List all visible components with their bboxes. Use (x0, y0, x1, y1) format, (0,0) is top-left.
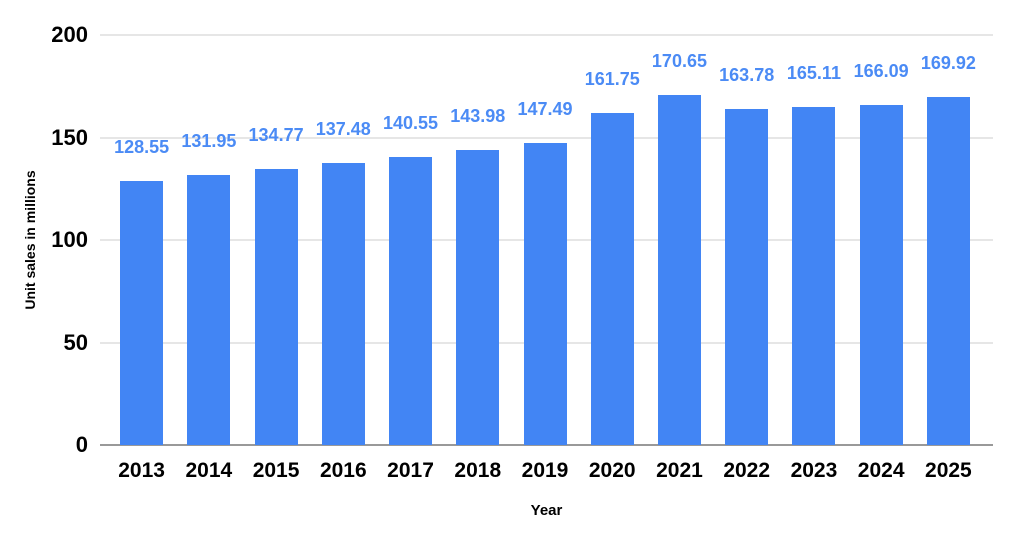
x-tick-label: 2025 (925, 459, 972, 482)
bar-2021 (657, 95, 701, 445)
bar-value-label: 165.11 (786, 62, 841, 83)
bar-2015 (254, 168, 298, 445)
x-tick-label: 2015 (252, 459, 300, 482)
bar-value-label: 163.78 (719, 65, 775, 86)
x-tick-label: 2021 (656, 459, 703, 482)
x-tick-label: 2022 (723, 459, 771, 482)
bar-value-label: 140.55 (383, 112, 439, 133)
bar-value-label: 134.77 (248, 124, 304, 145)
x-tick-label: 2023 (790, 459, 838, 482)
y-tick-label: 50 (63, 329, 88, 355)
y-tick-label: 150 (51, 124, 88, 150)
y-gridline (100, 136, 993, 139)
bar-2023 (792, 106, 836, 445)
bar-2022 (725, 109, 769, 445)
y-tick-label: 100 (51, 227, 88, 252)
x-axis-title: Year (530, 502, 563, 519)
bar-2017 (389, 156, 433, 445)
x-axis-baseline (100, 444, 993, 446)
bar-value-label: 169.92 (920, 52, 976, 73)
x-tick-label: 2024 (857, 459, 905, 482)
y-tick-label: 0 (75, 432, 88, 457)
x-tick-label: 2019 (521, 459, 569, 482)
bar-value-label: 147.49 (517, 98, 573, 119)
bar-2019 (523, 142, 567, 445)
x-tick-label: 2017 (387, 459, 434, 482)
x-tick-label: 2020 (588, 459, 636, 482)
bar-value-label: 166.09 (853, 60, 909, 81)
bar-2024 (859, 104, 903, 445)
bar-2025 (926, 96, 970, 445)
bar-value-label: 128.55 (114, 137, 170, 158)
bar-value-label: 170.65 (651, 51, 707, 72)
bar-2016 (321, 163, 365, 445)
bar-2014 (187, 174, 231, 445)
x-tick-label: 2018 (454, 459, 502, 482)
bar-2018 (456, 149, 500, 445)
bar-2020 (590, 113, 634, 445)
x-tick-label: 2014 (185, 459, 233, 482)
y-tick-label: 200 (51, 22, 88, 47)
bar-value-label: 143.98 (450, 105, 506, 126)
x-tick-label: 2013 (118, 459, 165, 482)
bar-value-label: 131.95 (181, 130, 237, 151)
x-tick-label: 2016 (319, 459, 367, 482)
y-gridline (100, 34, 993, 36)
bar-value-label: 161.75 (584, 69, 640, 90)
bar-2013 (120, 181, 164, 445)
bar-value-label: 137.48 (315, 119, 371, 140)
